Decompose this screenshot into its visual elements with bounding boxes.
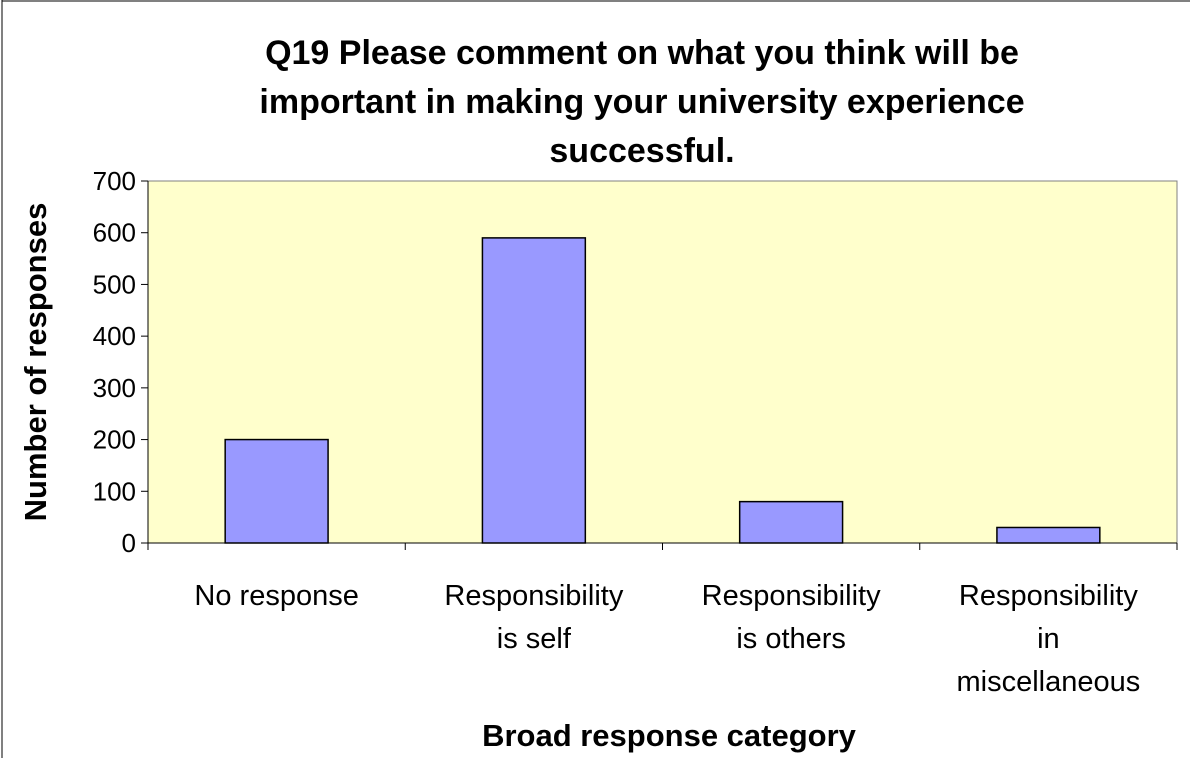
bar [738, 500, 844, 544]
chart-title-line: Q19 Please comment on what you think wil… [265, 34, 1019, 72]
y-tick-label: 0 [122, 528, 136, 558]
bar [481, 237, 587, 544]
x-category-label: is others [736, 623, 846, 655]
x-axis-title: Broad response category [482, 718, 857, 753]
x-category-label: No response [194, 580, 358, 612]
y-axis: 0 100 200 300 400 500 600 700 [93, 166, 149, 558]
x-category-label: Responsibility [959, 580, 1138, 612]
y-tick-label: 200 [93, 425, 136, 455]
y-axis-title: Number of responses [18, 203, 53, 522]
y-tick-label: 100 [93, 476, 136, 506]
bar [996, 526, 1101, 544]
chart-title-line: important in making your university expe… [259, 83, 1024, 121]
x-category-label: Responsibility [444, 580, 623, 612]
x-category-label: Responsibility [702, 580, 881, 612]
chart-title: Q19 Please comment on what you think wil… [259, 34, 1024, 170]
bars [224, 237, 1101, 544]
x-axis: No response Responsibility is self Responsi… [147, 542, 1178, 698]
y-tick-label: 700 [93, 166, 136, 196]
y-tick-label: 500 [93, 269, 136, 299]
y-tick-label: 600 [93, 218, 136, 248]
y-tick-label: 400 [93, 321, 136, 351]
chart-title-line: successful. [549, 132, 734, 170]
y-tick-label: 300 [93, 373, 136, 403]
x-category-label: in [1037, 623, 1060, 655]
x-category-label: is self [497, 623, 572, 655]
bar [224, 438, 329, 544]
x-category-label: miscellaneous [956, 666, 1140, 698]
